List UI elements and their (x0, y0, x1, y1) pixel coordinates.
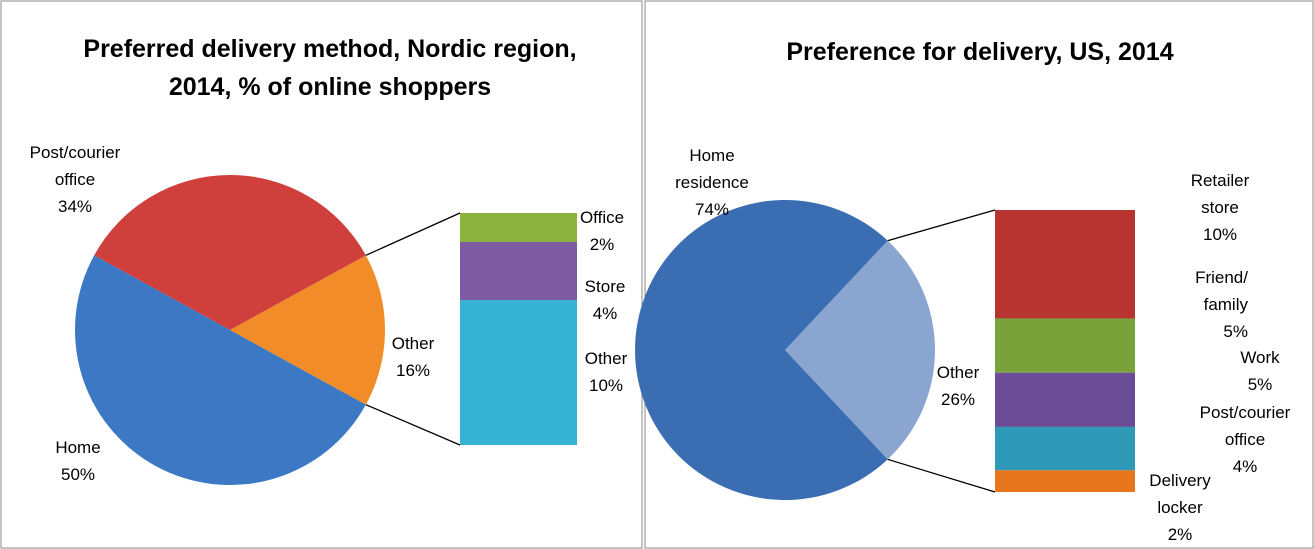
breakout-bar (995, 318, 1135, 373)
label-name: Work (1240, 348, 1280, 367)
connector (887, 209, 996, 242)
connector (887, 458, 996, 493)
label-name: Other (391, 334, 435, 353)
label-value: 50% (60, 465, 96, 484)
label-value: 4% (1232, 457, 1258, 476)
data-label: Post/courier office 4% (1185, 399, 1305, 480)
connector (365, 404, 461, 446)
data-label: Store 4% (565, 273, 645, 327)
label-value: 2% (589, 235, 615, 254)
label-value: 10% (1202, 225, 1238, 244)
label-value: 5% (1223, 322, 1248, 341)
data-label: Delivery locker 2% (1135, 467, 1225, 548)
data-label: Other 26% (918, 359, 998, 413)
chart-title: Preference for delivery, US, 2014 (786, 38, 1174, 66)
data-label: Home residence 74% (662, 142, 762, 223)
data-label: Work 5% (1220, 344, 1300, 398)
label-value: 2% (1167, 525, 1193, 544)
chart-title: Preferred delivery method, Nordic region… (83, 35, 577, 101)
breakout-bar (995, 372, 1135, 427)
data-label: Post/courier office 34% (15, 139, 135, 220)
label-value: 26% (940, 390, 976, 409)
breakout-bar (460, 242, 577, 300)
data-label: Retailer store 10% (1175, 167, 1265, 248)
label-name: Delivery locker (1149, 471, 1211, 517)
label-name: Retailer store (1190, 171, 1250, 217)
data-label: Other 16% (373, 330, 453, 384)
label-value: 4% (592, 304, 618, 323)
data-label: Friend/ family 5% (1168, 264, 1248, 345)
panel-border (0, 0, 643, 549)
data-label: Other 10% (566, 345, 646, 399)
label-name: Other (936, 363, 980, 382)
label-value: 10% (588, 376, 624, 395)
panel-border (644, 0, 1314, 549)
label-name: Home residence (675, 146, 749, 192)
breakout-bar (460, 300, 577, 445)
pie-slice (74, 255, 366, 485)
label-name: Office (579, 208, 625, 227)
data-label: Home 50% (38, 434, 118, 488)
pie-slice (94, 174, 366, 330)
label-value: 16% (395, 361, 431, 380)
breakout-bar (995, 426, 1135, 471)
breakout-bar (995, 210, 1135, 319)
label-name: Home (55, 438, 101, 457)
pie-slice (230, 255, 385, 405)
pie-slice (635, 200, 888, 501)
label-name: Store (584, 277, 626, 296)
label-name: Post/courier office (29, 143, 121, 189)
label-name: Post/courier office (1199, 403, 1291, 449)
label-value: 74% (694, 200, 730, 219)
label-value: 5% (1247, 375, 1273, 394)
breakout-bar (995, 470, 1135, 492)
connector (365, 212, 461, 256)
label-name: Other (584, 349, 628, 368)
pie-slice (785, 240, 936, 460)
label-name: Friend/ family (1195, 268, 1248, 314)
data-label: Office 2% (562, 204, 642, 258)
label-value: 34% (57, 197, 93, 216)
breakout-bar (460, 213, 577, 242)
